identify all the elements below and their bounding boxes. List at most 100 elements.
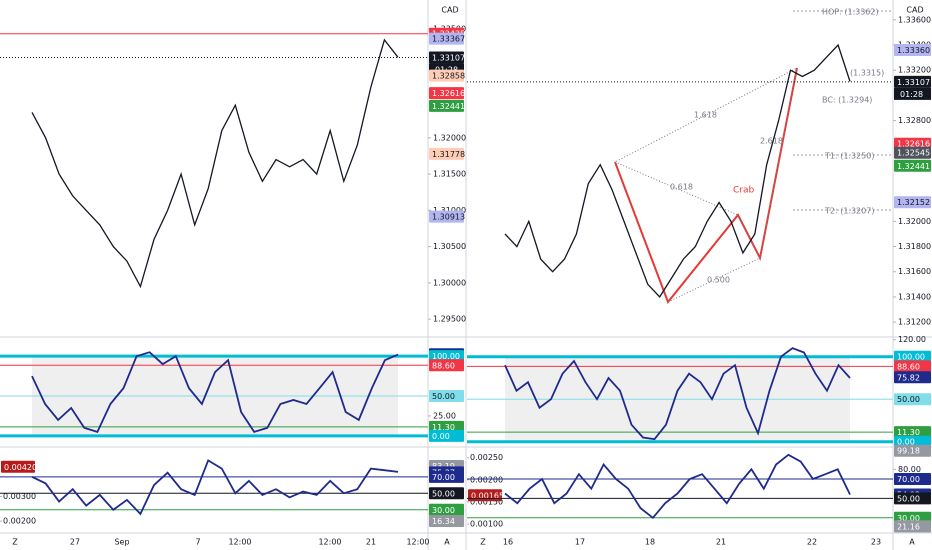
corner-label[interactable]: Z: [12, 538, 18, 547]
annotation: T2: (1.3207): [824, 207, 874, 216]
annotation: 1.618: [694, 111, 717, 120]
price-tag: [429, 390, 464, 403]
time-label: 12:00: [406, 538, 429, 547]
price-tag-label: 1.33360: [897, 46, 930, 55]
annotation: 0.618: [670, 183, 693, 192]
price-tag: [429, 420, 464, 433]
time-label: 17: [575, 538, 585, 547]
time-label: 22: [807, 538, 817, 547]
price-tag-label: 1.32545: [897, 149, 930, 158]
price-tag: [894, 146, 931, 159]
price-tag-label: 1.33107: [897, 78, 930, 87]
pattern-ratios: [614, 67, 798, 303]
price-tag-label: 50.00: [897, 494, 920, 503]
corner-label[interactable]: A: [909, 538, 915, 547]
price-tag: [894, 444, 931, 457]
y2-tick-label: 0.00250: [470, 453, 503, 462]
y-tick-label: 1.32000: [898, 217, 931, 226]
price-tag: [429, 350, 464, 363]
annotation: HOP: (1.3362): [822, 8, 879, 17]
price-tag: [429, 210, 464, 223]
time-label: 21: [366, 538, 376, 547]
osc-line: [31, 351, 399, 433]
y-tick-label: 80.00: [898, 465, 921, 474]
price-tag-label: 1.32152: [897, 198, 930, 207]
y-tick-label: 1.31200: [898, 318, 931, 327]
price-tag-label: 70.00: [432, 473, 455, 482]
price-tag: [894, 360, 931, 373]
countdown-tag: [894, 87, 931, 100]
y-tick-label: 1.31400: [898, 292, 931, 301]
price-tag-label: 0.00: [432, 432, 450, 441]
harmonic-pattern: [614, 10, 893, 304]
time-label: 16: [503, 538, 513, 547]
price-tag-label: 50.00: [432, 489, 455, 498]
annotation: T1: (1.3250): [824, 152, 874, 161]
countdown-label: 01:28: [900, 90, 923, 99]
price-tag-label: 88.60: [432, 361, 455, 370]
price-tag: [429, 87, 464, 100]
y-tick-label: 1.31800: [898, 242, 931, 251]
price-tag: [429, 429, 464, 442]
price-tag: [894, 371, 931, 384]
price-tag: [894, 426, 931, 439]
pattern-name: Crab: [733, 186, 754, 196]
price-tag: [894, 393, 931, 406]
price-tag-label: 50.00: [897, 395, 920, 404]
y-tick-label: 1.29500: [433, 315, 466, 324]
price-tag-label: 30.00: [897, 514, 920, 523]
price-tag-label: 99.18: [897, 447, 920, 456]
lower-line: [504, 453, 851, 520]
corner-label[interactable]: Z: [480, 538, 486, 547]
price-tag-label: 88.60: [897, 362, 920, 371]
y-tick-label: 25.00: [433, 411, 456, 420]
lower-line: [31, 459, 399, 516]
price-tag: [429, 51, 464, 64]
price-tag-label: 100.00: [897, 353, 925, 362]
price-tag-label: 0.00420: [4, 463, 37, 472]
price-tag-label: 21.16: [897, 522, 920, 531]
price-tag-label: 50.00: [432, 392, 455, 401]
y-tick-label: 1.32000: [433, 133, 466, 142]
price-tag: [429, 470, 464, 483]
price-tag-label: 1.32441: [432, 102, 465, 111]
corner-label[interactable]: A: [444, 538, 450, 547]
annotations: HOP: (1.3362) (1.3315) BC: (1.3294) T1: …: [670, 8, 884, 285]
price-tag-label: 1.32858: [432, 72, 465, 81]
y-tick-label: 1.31600: [898, 267, 931, 276]
price-tag-label: 16.34: [432, 517, 455, 526]
time-label: 27: [70, 538, 80, 547]
price-tag-label: 1.30913: [432, 213, 465, 222]
price-tag: [1, 460, 35, 473]
price-tag: [429, 69, 464, 82]
price-tag-label: 30.00: [432, 506, 455, 515]
y-tick-label: 1.33600: [898, 15, 931, 24]
price-tag: [429, 359, 464, 372]
annotation: 2.618: [760, 137, 783, 146]
currency: CAD: [906, 6, 923, 15]
price-tag: [429, 503, 464, 516]
price-tag: [429, 99, 464, 112]
time-label: 23: [871, 538, 881, 547]
time-axis: 27 Sep 7 12:00 12:00 21 12:00 16 17 18 2…: [12, 538, 915, 547]
time-label: 7: [195, 538, 200, 547]
price-tag-label: 0.00165: [471, 491, 504, 500]
price-tag-label: 75.82: [897, 373, 920, 382]
y-tick-label: 1.32800: [898, 116, 931, 125]
y2-tick-label: 0.00150: [470, 497, 503, 506]
y2-tick-label: 0.00300: [3, 492, 36, 501]
pattern-legs: [614, 67, 798, 304]
y-tick-label: 1.30500: [433, 242, 466, 251]
price-tag-label: 1.31778: [432, 150, 465, 159]
price-tag-label: 11.30: [432, 423, 455, 432]
osc-line: [504, 347, 851, 441]
price-tag: [894, 75, 931, 88]
price-tag-label: 70.00: [897, 475, 920, 484]
y-tick-label: 120.00: [898, 335, 926, 344]
price-tag: [894, 350, 931, 363]
price-tag: [894, 520, 931, 533]
price-tag-label: 100.00: [432, 352, 460, 361]
time-label: 18: [645, 538, 655, 547]
